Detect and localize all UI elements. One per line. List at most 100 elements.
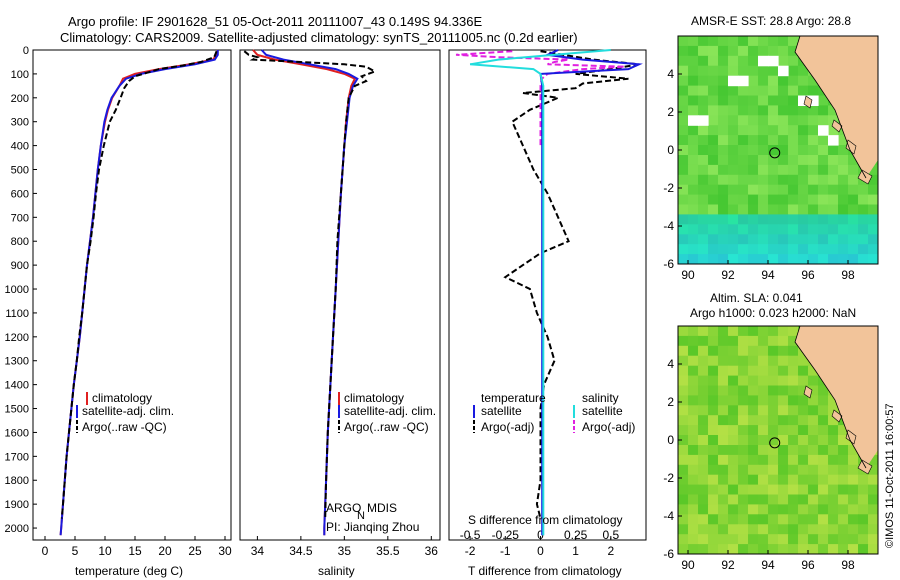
heatmap-cell: [678, 214, 689, 225]
heatmap-cell: [788, 365, 799, 377]
heatmap-cell: [848, 214, 859, 225]
heatmap-cell: [788, 524, 799, 535]
missing-data-cell: [738, 75, 749, 87]
heatmap-cell: [728, 125, 739, 136]
heatmap-cell: [868, 174, 878, 186]
heatmap-cell: [828, 494, 839, 505]
heatmap-cell: [798, 445, 809, 456]
lat-tick-label: 2: [667, 105, 674, 119]
heatmap-cell: [728, 405, 739, 416]
heatmap-cell: [758, 484, 769, 496]
heatmap-cell: [678, 105, 689, 116]
heatmap-cell: [708, 224, 719, 235]
heatmap-cell: [788, 435, 799, 446]
heatmap-cell: [688, 464, 699, 476]
heatmap-cell: [688, 254, 699, 264]
heatmap-cell: [688, 365, 699, 377]
pi-annotation: PI: Jianqing Zhou: [326, 520, 419, 534]
heatmap-cell: [868, 184, 878, 196]
depth-tick-label: 700: [11, 212, 29, 224]
heatmap-cell: [768, 335, 779, 347]
heatmap-cell: [678, 234, 689, 245]
heatmap-cell: [688, 425, 699, 436]
heatmap-cell: [698, 474, 709, 486]
heatmap-cell: [738, 36, 749, 47]
heatmap-cell: [728, 425, 739, 436]
heatmap-cell: [698, 345, 709, 357]
missing-data-cell: [688, 115, 699, 126]
heatmap-cell: [698, 55, 709, 67]
heatmap-cell: [838, 544, 849, 554]
heatmap-cell: [768, 375, 779, 387]
heatmap-cell: [778, 425, 789, 436]
heatmap-cell: [748, 244, 759, 255]
heatmap-cell: [728, 224, 739, 235]
heatmap-cell: [868, 454, 878, 466]
heatmap-cell: [838, 224, 849, 235]
heatmap-cell: [768, 65, 779, 77]
heatmap-cell: [818, 194, 829, 206]
heatmap-cell: [728, 355, 739, 367]
heatmap-cell: [758, 385, 769, 396]
heatmap-cell: [808, 544, 819, 554]
heatmap-cell: [858, 494, 869, 505]
heatmap-cell: [678, 164, 689, 176]
sumatra-landmass: [795, 326, 878, 468]
heatmap-cell: [718, 155, 729, 166]
heatmap-cell: [698, 254, 709, 264]
heatmap-cell: [698, 484, 709, 496]
mdis-annotation: MDIS: [367, 501, 397, 515]
heatmap-cell: [868, 234, 878, 245]
island: [831, 409, 843, 423]
heatmap-cell: [788, 425, 799, 436]
heatmap-cell: [808, 224, 819, 235]
heatmap-cell: [818, 224, 829, 235]
sst-map-title: AMSR-E SST: 28.8 Argo: 28.8: [691, 14, 851, 28]
heatmap-cell: [828, 464, 839, 476]
x-tick-label-top: 0.5: [602, 528, 619, 542]
heatmap-cell: [838, 204, 849, 215]
argo-float-location-marker: [769, 147, 781, 159]
x-tick-label: 5: [72, 544, 79, 558]
difference-panel: -2 -1 0 1 2 -0.5 -0.25 0 0.25 0.5 S difference fr…: [448, 49, 647, 578]
lat-tick-label: 4: [667, 357, 674, 371]
heatmap-cell: [708, 504, 719, 515]
heatmap-cell: [738, 55, 749, 67]
heatmap-cell: [708, 425, 719, 436]
heatmap-cell: [808, 254, 819, 264]
lat-tick-label: 4: [667, 67, 674, 81]
x-tick-label: 20: [158, 544, 172, 558]
heatmap-cell: [708, 125, 719, 136]
heatmap-cell: [768, 365, 779, 377]
heatmap-cell: [708, 145, 719, 156]
heatmap-cell: [818, 405, 829, 416]
heatmap-cell: [718, 174, 729, 186]
heatmap-cell: [748, 234, 759, 245]
heatmap-cell: [688, 75, 699, 87]
heatmap-cell: [768, 105, 779, 116]
heatmap-cell: [828, 224, 839, 235]
heatmap-cell: [678, 494, 689, 505]
heatmap-cell: [748, 254, 759, 264]
heatmap-cell: [748, 95, 759, 106]
heatmap-cell: [758, 244, 769, 255]
heatmap-cell: [708, 454, 719, 466]
heatmap-cell: [808, 415, 819, 426]
heatmap-cell: [708, 105, 719, 116]
heatmap-cell: [748, 345, 759, 357]
heatmap-cell: [778, 375, 789, 387]
heatmap-cell: [728, 55, 739, 67]
figure-title-line1: Argo profile: IF 2901628_51 05-Oct-2011 …: [68, 14, 482, 29]
heatmap-cell: [768, 95, 779, 106]
heatmap-cell: [778, 484, 789, 496]
heatmap-cell: [838, 194, 849, 206]
heatmap-cell: [768, 524, 779, 535]
heatmap-cell: [688, 85, 699, 97]
heatmap-cell: [768, 355, 779, 367]
heatmap-cell: [778, 395, 789, 406]
heatmap-cell: [718, 184, 729, 196]
heatmap-cell: [728, 326, 739, 337]
heatmap-cell: [818, 214, 829, 225]
heatmap-cell: [728, 514, 739, 525]
heatmap-cell: [808, 75, 819, 87]
